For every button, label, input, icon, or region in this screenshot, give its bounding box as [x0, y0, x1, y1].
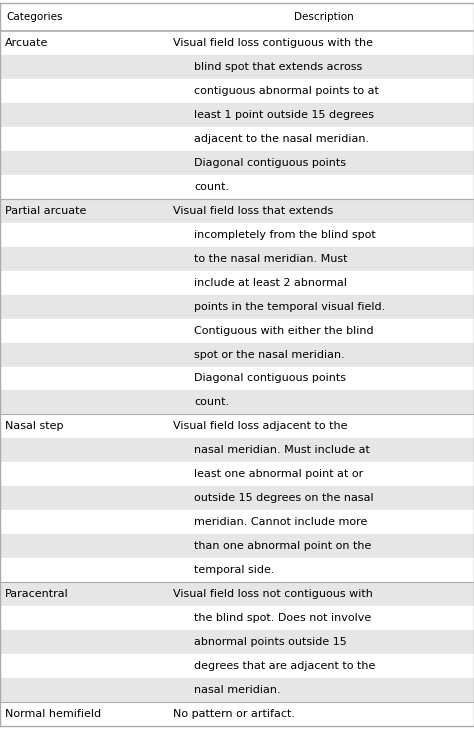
Text: nasal meridian.: nasal meridian.: [194, 685, 281, 695]
Text: temporal side.: temporal side.: [194, 565, 275, 575]
Text: Description: Description: [293, 12, 354, 22]
Text: points in the temporal visual field.: points in the temporal visual field.: [194, 301, 385, 312]
Text: count.: count.: [194, 182, 229, 192]
Text: include at least 2 abnormal: include at least 2 abnormal: [194, 278, 347, 287]
Text: adjacent to the nasal meridian.: adjacent to the nasal meridian.: [194, 134, 369, 144]
Text: outside 15 degrees on the nasal: outside 15 degrees on the nasal: [194, 493, 374, 503]
Text: Visual field loss that extends: Visual field loss that extends: [173, 206, 333, 216]
Text: the blind spot. Does not involve: the blind spot. Does not involve: [194, 613, 372, 624]
Text: spot or the nasal meridian.: spot or the nasal meridian.: [194, 349, 345, 360]
Text: least 1 point outside 15 degrees: least 1 point outside 15 degrees: [194, 110, 374, 120]
Text: blind spot that extends across: blind spot that extends across: [194, 62, 363, 72]
Text: incompletely from the blind spot: incompletely from the blind spot: [194, 230, 376, 240]
Text: contiguous abnormal points to at: contiguous abnormal points to at: [194, 86, 379, 96]
Text: meridian. Cannot include more: meridian. Cannot include more: [194, 517, 368, 527]
Text: nasal meridian. Must include at: nasal meridian. Must include at: [194, 445, 370, 455]
Text: than one abnormal point on the: than one abnormal point on the: [194, 541, 372, 551]
Text: No pattern or artifact.: No pattern or artifact.: [173, 709, 295, 719]
Text: degrees that are adjacent to the: degrees that are adjacent to the: [194, 661, 376, 671]
Text: Contiguous with either the blind: Contiguous with either the blind: [194, 326, 374, 335]
Text: to the nasal meridian. Must: to the nasal meridian. Must: [194, 254, 348, 264]
Text: Nasal step: Nasal step: [5, 422, 63, 431]
Text: Categories: Categories: [7, 12, 63, 22]
Text: abnormal points outside 15: abnormal points outside 15: [194, 637, 347, 647]
Text: least one abnormal point at or: least one abnormal point at or: [194, 469, 364, 479]
Text: Visual field loss not contiguous with: Visual field loss not contiguous with: [173, 589, 373, 599]
Text: Diagonal contiguous points: Diagonal contiguous points: [194, 158, 346, 168]
Text: Paracentral: Paracentral: [5, 589, 68, 599]
Text: Visual field loss adjacent to the: Visual field loss adjacent to the: [173, 422, 347, 431]
Text: Normal hemifield: Normal hemifield: [5, 709, 101, 719]
Text: count.: count.: [194, 397, 229, 408]
Text: Visual field loss contiguous with the: Visual field loss contiguous with the: [173, 38, 373, 48]
Text: Diagonal contiguous points: Diagonal contiguous points: [194, 374, 346, 383]
Text: Arcuate: Arcuate: [5, 38, 48, 48]
Text: Partial arcuate: Partial arcuate: [5, 206, 86, 216]
